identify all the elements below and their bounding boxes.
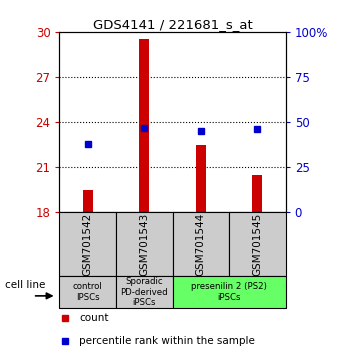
Title: GDS4141 / 221681_s_at: GDS4141 / 221681_s_at — [93, 18, 252, 31]
Text: presenilin 2 (PS2)
iPSCs: presenilin 2 (PS2) iPSCs — [191, 282, 267, 302]
Bar — [229, 212, 286, 276]
Text: count: count — [79, 313, 108, 323]
Bar — [116, 276, 173, 308]
Text: cell line: cell line — [5, 280, 45, 290]
Text: GSM701544: GSM701544 — [196, 213, 206, 276]
Text: GSM701545: GSM701545 — [252, 213, 262, 276]
Bar — [173, 212, 229, 276]
Text: GSM701542: GSM701542 — [83, 213, 93, 276]
Bar — [196, 145, 206, 212]
Bar — [59, 276, 116, 308]
Bar — [139, 39, 149, 212]
Bar — [116, 212, 173, 276]
Bar — [252, 175, 262, 212]
Bar — [83, 190, 93, 212]
Text: control
IPSCs: control IPSCs — [73, 282, 103, 302]
Bar — [173, 276, 286, 308]
Text: percentile rank within the sample: percentile rank within the sample — [79, 336, 255, 346]
Bar — [59, 212, 116, 276]
Text: Sporadic
PD-derived
iPSCs: Sporadic PD-derived iPSCs — [120, 277, 168, 307]
Text: GSM701543: GSM701543 — [139, 213, 149, 276]
